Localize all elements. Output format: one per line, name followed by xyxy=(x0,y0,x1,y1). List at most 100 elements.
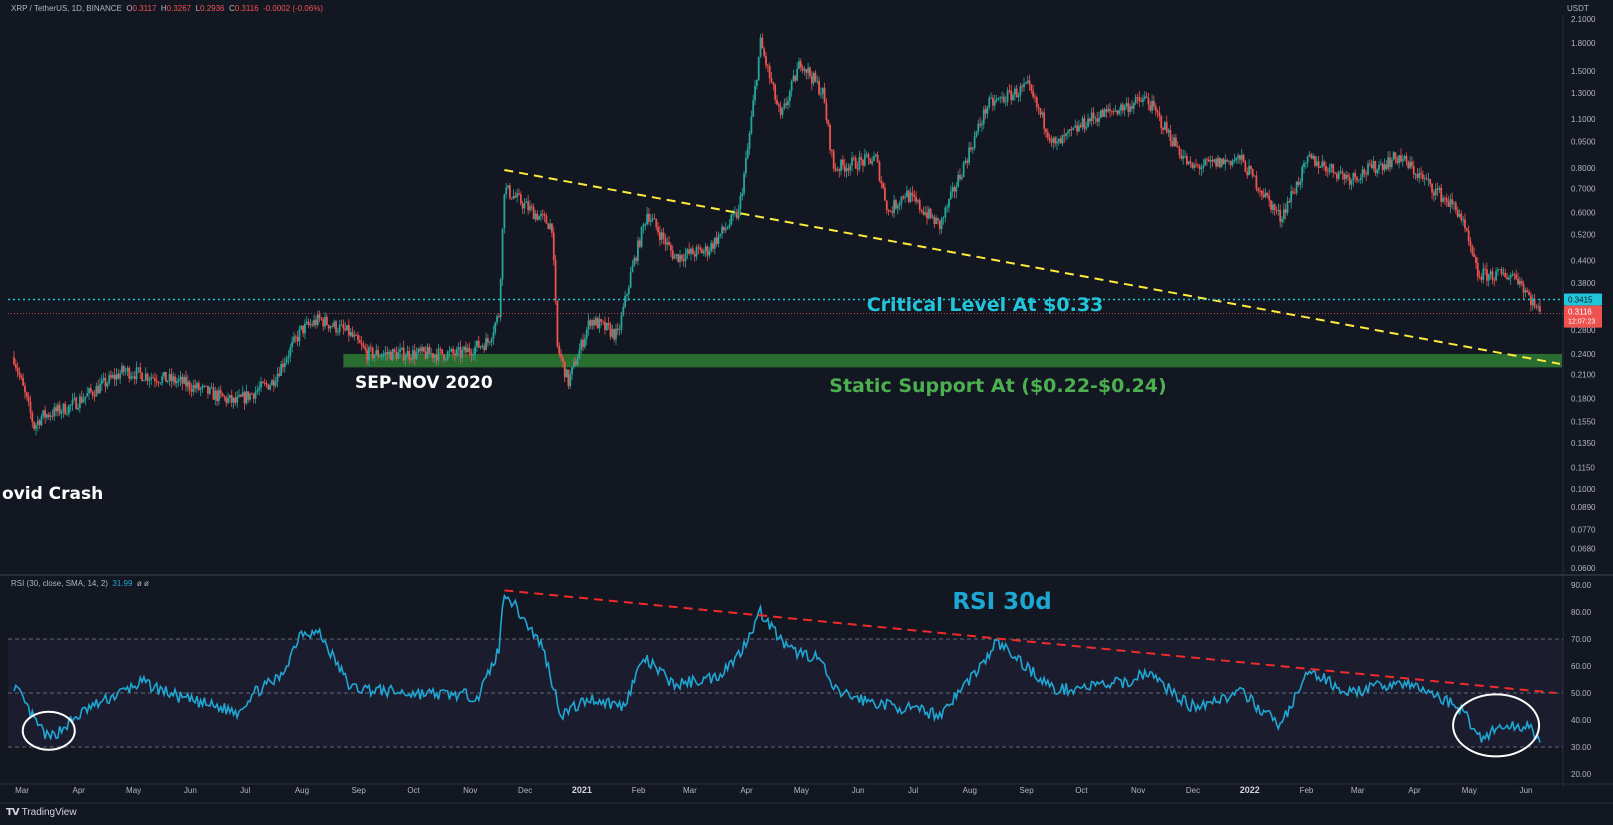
critical-level-annotation: Critical Level At $0.33 xyxy=(867,294,1104,316)
candle-body xyxy=(1308,154,1311,157)
candle-body xyxy=(197,383,200,390)
candle-body xyxy=(357,335,359,341)
candle-body xyxy=(944,207,947,218)
candle-body xyxy=(1088,118,1091,122)
candle-body xyxy=(1189,161,1192,163)
candle-body xyxy=(1048,137,1051,141)
candle-body xyxy=(845,168,848,172)
candle-body xyxy=(682,259,685,262)
candle-body xyxy=(1495,271,1497,281)
candle-body xyxy=(364,347,367,351)
candle-body xyxy=(1061,135,1064,144)
candle-body xyxy=(1368,163,1371,165)
candle-body xyxy=(1524,290,1527,293)
price-tick-label: 0.7000 xyxy=(1571,185,1596,194)
candle-body xyxy=(790,80,793,92)
candle-body xyxy=(42,410,45,417)
candle-body xyxy=(832,151,835,169)
candle-body xyxy=(390,351,392,361)
candle-body xyxy=(375,350,378,355)
candle-body xyxy=(1486,269,1488,281)
candle-body xyxy=(1407,161,1410,169)
candle-body xyxy=(380,355,383,357)
candle-body xyxy=(1041,112,1044,115)
time-tick-label: Aug xyxy=(295,786,309,795)
candle-body xyxy=(397,352,400,359)
candle-body xyxy=(713,237,716,249)
candle-body xyxy=(1381,163,1384,171)
candle-body xyxy=(311,324,314,326)
candle-body xyxy=(514,195,517,198)
candle-body xyxy=(344,328,347,331)
candle-body xyxy=(541,214,544,215)
time-tick-label: Aug xyxy=(963,786,977,795)
candle-body xyxy=(1162,127,1164,130)
candle-body xyxy=(942,217,945,219)
candle-body xyxy=(1054,137,1057,144)
candle-body xyxy=(366,350,369,361)
candle-body xyxy=(982,109,985,124)
candle-body xyxy=(485,338,487,351)
price-tick-label: 1.5000 xyxy=(1571,67,1596,76)
candle-body xyxy=(1171,141,1174,146)
price-tick-label: 0.1000 xyxy=(1571,485,1596,494)
candle-body xyxy=(536,213,539,220)
candle-body xyxy=(353,334,356,337)
candle-body xyxy=(766,65,769,67)
candle-body xyxy=(1427,178,1430,180)
candle-body xyxy=(1198,165,1201,170)
candle-body xyxy=(547,223,550,230)
candle-body xyxy=(78,396,81,409)
candle-body xyxy=(854,158,857,169)
candle-body xyxy=(25,392,28,398)
tradingview-logo[interactable]: TV TradingView xyxy=(6,807,77,818)
candle-body xyxy=(518,193,520,195)
candle-body xyxy=(615,328,617,340)
static-support-zone xyxy=(343,353,1562,368)
candle-body xyxy=(755,80,758,86)
candle-body xyxy=(618,329,621,331)
candle-body xyxy=(916,200,919,202)
candle-body xyxy=(798,61,800,69)
candle-body xyxy=(598,319,601,329)
candle-body xyxy=(360,342,363,345)
candle-body xyxy=(867,154,870,159)
candle-body xyxy=(1078,125,1080,132)
candle-body xyxy=(622,306,625,316)
candle-body xyxy=(562,357,564,362)
candle-body xyxy=(549,223,552,230)
candle-body xyxy=(752,100,755,117)
candle-body xyxy=(616,328,619,331)
candle-body xyxy=(1401,158,1404,162)
candle-body xyxy=(825,103,828,121)
candle-body xyxy=(1385,164,1388,169)
candle-body xyxy=(772,82,775,85)
candle-body xyxy=(1429,178,1432,184)
candle-body xyxy=(1081,118,1084,128)
candle-body xyxy=(889,211,892,212)
candle-body xyxy=(1281,219,1283,222)
candle-body xyxy=(340,324,343,326)
candle-body xyxy=(620,315,623,330)
price-tick-label: 0.9500 xyxy=(1571,137,1596,146)
candle-body xyxy=(1317,161,1320,168)
candle-body xyxy=(895,200,897,209)
candle-body xyxy=(642,224,645,227)
candle-body xyxy=(1465,228,1468,231)
time-tick-label: May xyxy=(1462,786,1477,795)
candle-body xyxy=(294,336,297,338)
candle-body xyxy=(408,351,411,360)
candle-body xyxy=(1387,157,1390,169)
candle-body xyxy=(1352,173,1355,181)
candle-body xyxy=(1475,257,1477,264)
candle-body xyxy=(929,208,932,218)
open-value: 0.3117 xyxy=(132,4,157,13)
candle-body xyxy=(133,376,136,379)
candle-body xyxy=(313,319,315,326)
candle-body xyxy=(695,247,698,257)
candle-body xyxy=(1165,122,1168,133)
candle-body xyxy=(172,376,175,382)
candle-body xyxy=(62,403,65,413)
candle-body xyxy=(1110,110,1113,112)
